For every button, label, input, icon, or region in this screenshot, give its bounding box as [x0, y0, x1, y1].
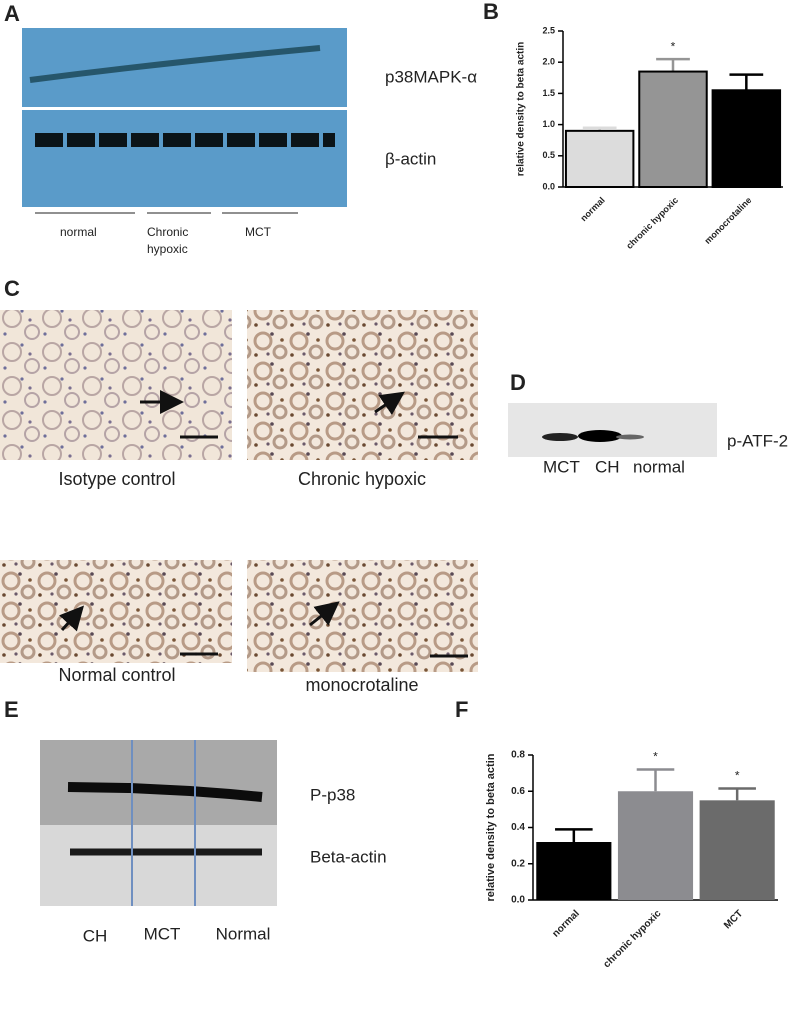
lane-label: CH	[83, 926, 108, 945]
caption: Chronic hypoxic	[298, 469, 426, 489]
significance-mark: *	[671, 39, 676, 53]
significance-mark: *	[735, 769, 740, 783]
lane-label: MCT	[543, 457, 580, 476]
group-label: MCT	[245, 225, 272, 239]
y-tick-label: 2.0	[542, 57, 555, 67]
panel-letter: C	[4, 276, 20, 301]
blot-image	[22, 28, 347, 107]
arrows	[59, 390, 468, 658]
y-tick-label: 1.5	[542, 88, 555, 98]
y-tick-label: 2.5	[542, 25, 555, 35]
y-tick-label: 0.5	[542, 150, 555, 160]
panel-letter: D	[510, 370, 526, 395]
bar	[711, 89, 782, 188]
y-tick-label: 0.4	[511, 822, 525, 833]
bar	[617, 791, 694, 900]
micrograph	[0, 560, 232, 663]
x-tick-label: MCT	[722, 908, 745, 931]
panel-letter: E	[4, 697, 19, 722]
bar	[638, 70, 708, 188]
y-axis-label: relative density to beta actin	[516, 42, 527, 177]
blot-label: p-ATF-2	[727, 431, 788, 450]
micrograph	[247, 310, 478, 460]
panel-letter: B	[483, 0, 499, 24]
blot-band	[616, 434, 644, 440]
blot-band	[29, 45, 321, 83]
x-tick-label: monocrotaline	[703, 195, 754, 246]
blot-band	[542, 433, 578, 441]
blot-label: p38MAPK-α	[385, 67, 477, 86]
y-axis-label: relative density to beta actin	[485, 753, 497, 901]
y-tick-label: 1.0	[542, 119, 555, 129]
x-tick-label: normal	[578, 195, 606, 223]
lane-label: normal	[633, 457, 685, 476]
blot-label: Beta-actin	[310, 847, 387, 866]
blot-label: β-actin	[385, 149, 436, 168]
blot-label: P-p38	[310, 785, 355, 804]
panel-letter: A	[4, 1, 20, 26]
group-label: hypoxic	[147, 242, 188, 256]
blot-band	[578, 430, 622, 442]
bar	[564, 129, 635, 188]
blot-band	[67, 782, 263, 802]
blot-image	[40, 825, 277, 906]
group-label: normal	[60, 225, 97, 239]
lane-label: CH	[595, 457, 620, 476]
significance-mark: *	[653, 750, 658, 764]
caption: Normal control	[58, 665, 175, 685]
blot-image	[22, 110, 347, 207]
caption: Isotype control	[58, 469, 175, 489]
bar	[699, 800, 775, 900]
lane-label: MCT	[144, 924, 181, 943]
x-tick-label: chronic hypoxic	[624, 195, 680, 251]
micrograph	[0, 310, 232, 460]
x-tick-label: normal	[550, 908, 582, 940]
y-tick-label: 0.8	[511, 750, 525, 761]
lane-label: Normal	[216, 924, 271, 943]
y-tick-label: 0.0	[542, 181, 555, 191]
bar	[536, 842, 612, 900]
y-tick-label: 0.6	[511, 786, 525, 797]
blot-image	[508, 403, 717, 457]
y-tick-label: 0.0	[511, 895, 525, 906]
panel-letter: F	[455, 697, 468, 722]
x-tick-label: chronic hypoxic	[601, 908, 663, 970]
caption: monocrotaline	[305, 675, 418, 695]
group-label: Chronic	[147, 225, 188, 239]
micrograph	[247, 560, 478, 672]
y-tick-label: 0.2	[511, 858, 525, 869]
